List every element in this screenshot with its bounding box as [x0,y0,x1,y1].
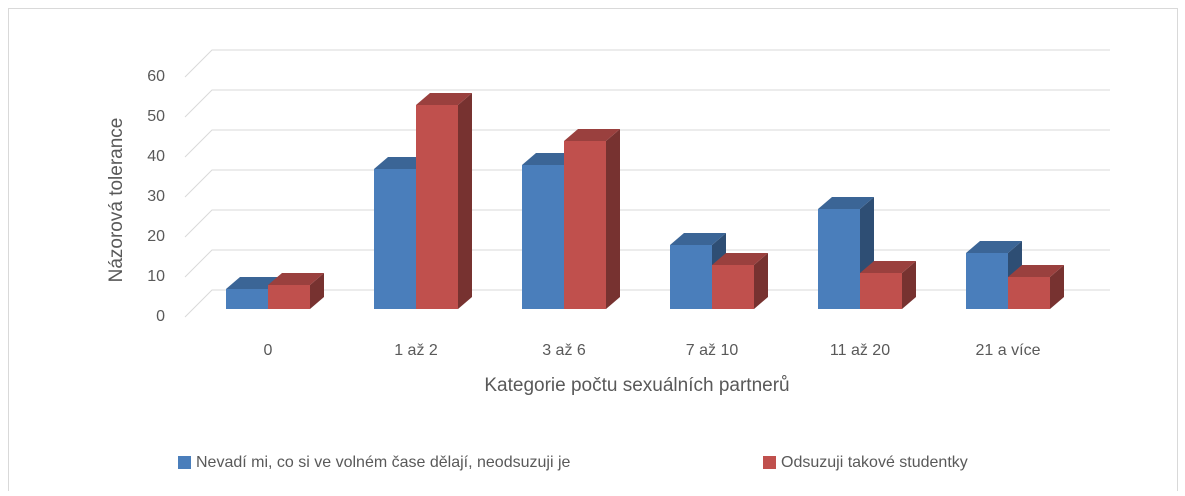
y-tick-label: 50 [147,108,165,125]
bar-top [1008,265,1064,277]
bar [712,253,768,309]
grid-line [184,209,1110,238]
grid-line [184,129,1110,158]
bar-front [1008,277,1050,309]
bar-top [712,253,768,265]
bar-front [416,105,458,309]
bar [416,93,472,309]
x-tick-label: 3 až 6 [542,342,586,359]
bar-side [902,261,916,309]
legend-swatch [178,456,191,469]
x-tick-label: 1 až 2 [394,342,438,359]
grid-line [184,169,1110,198]
bar-side [754,253,768,309]
bar-side [458,93,472,309]
y-tick-label: 20 [147,228,165,245]
bar-top [564,129,620,141]
y-tick-label: 40 [147,148,165,165]
bar-front [966,253,1008,309]
bar-front [522,165,564,309]
bar [268,273,324,309]
bar-top [416,93,472,105]
grid-line [184,89,1110,118]
bar [564,129,620,309]
bar-front [818,209,860,309]
bar-top [966,241,1022,253]
bar-side [1050,265,1064,309]
bar-front [226,289,268,309]
bar-top [860,261,916,273]
bar-top [670,233,726,245]
y-tick-label: 30 [147,188,165,205]
x-tick-label: 21 a více [976,342,1041,359]
grid-line [184,49,1110,78]
grid-line [184,289,1110,318]
y-axis-title: Názorová tolerance [106,118,127,283]
grid-line [184,249,1110,278]
bar [860,261,916,309]
y-tick-label: 60 [147,68,165,85]
x-tick-label: 11 až 20 [830,342,890,359]
legend-label: Nevadí mi, co si ve volném čase dělají, … [196,454,571,471]
bar [1008,265,1064,309]
bar-top [268,273,324,285]
bar-front [860,273,902,309]
x-axis-title: Kategorie počtu sexuálních partnerů [484,375,789,396]
bar-side [606,129,620,309]
bar-front [268,285,310,309]
x-tick-label: 0 [264,342,273,359]
bar-top [818,197,874,209]
x-tick-label: 7 až 10 [686,342,739,359]
bar-front [374,169,416,309]
y-tick-label: 0 [156,308,165,325]
y-tick-label: 10 [147,268,165,285]
bar-front [564,141,606,309]
bar-front [670,245,712,309]
legend-swatch [763,456,776,469]
bar-front [712,265,754,309]
legend-label: Odsuzuji takové studentky [781,454,968,471]
